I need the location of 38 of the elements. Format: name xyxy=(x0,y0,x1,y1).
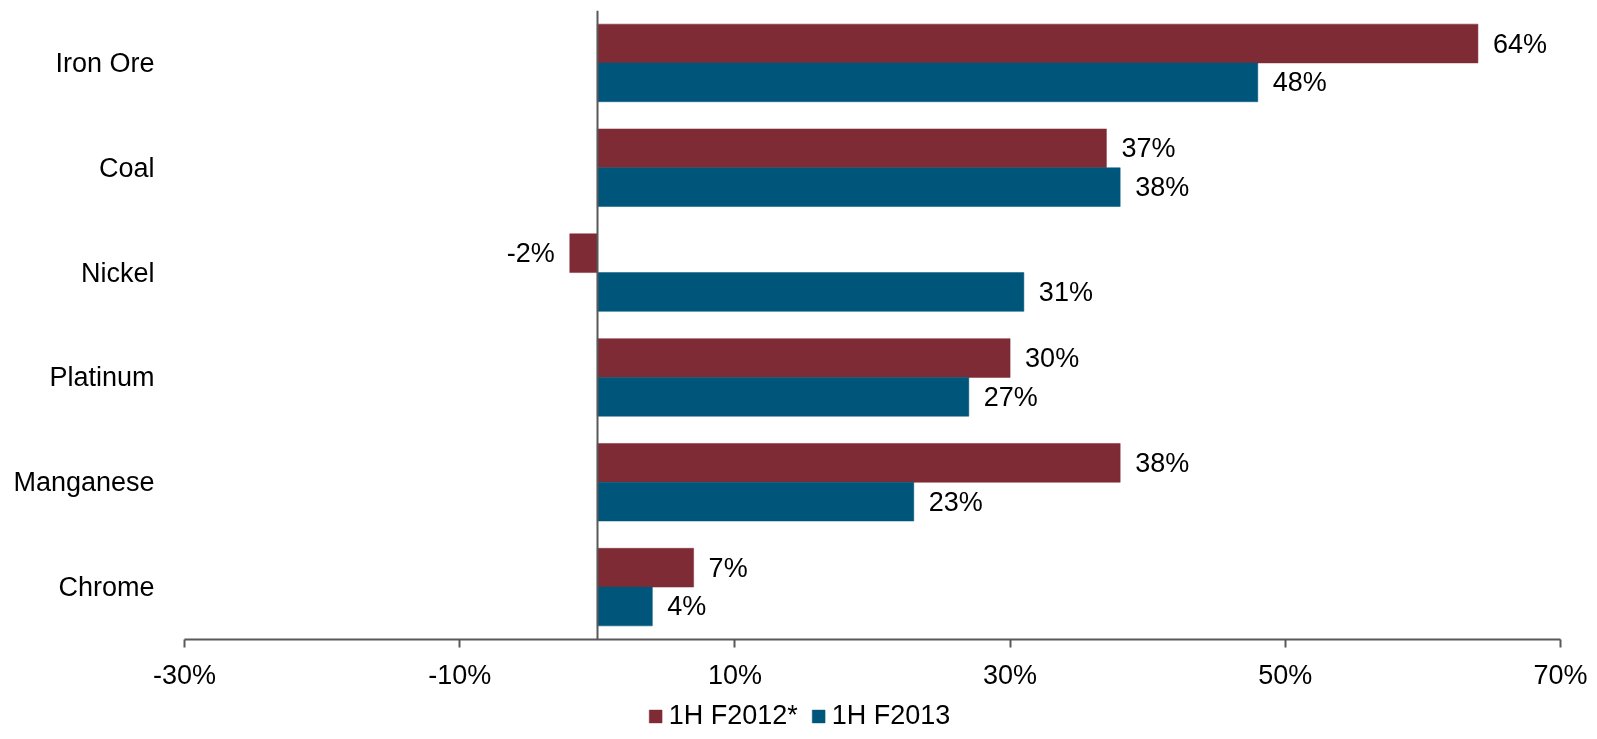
bar xyxy=(597,377,970,417)
y-tick-label: Platinum xyxy=(49,362,155,393)
y-tick-label: Nickel xyxy=(80,257,155,288)
bar xyxy=(597,338,1011,378)
bar xyxy=(597,128,1107,168)
y-tick-label: Iron Ore xyxy=(55,47,155,78)
data-label: 37% xyxy=(1121,133,1176,164)
bar xyxy=(597,62,1259,102)
y-tick-label: Coal xyxy=(98,152,155,183)
bar xyxy=(597,272,1025,312)
data-label: -2% xyxy=(506,238,555,269)
legend-label: 1H F2012* xyxy=(668,700,798,731)
data-label: 64% xyxy=(1492,28,1547,59)
x-tick-label: -10% xyxy=(428,659,492,690)
data-label: 48% xyxy=(1272,67,1327,98)
x-tick-label: 30% xyxy=(983,659,1038,690)
data-label: 7% xyxy=(708,552,748,583)
data-label: 27% xyxy=(983,381,1038,412)
legend-label: 1H F2013 xyxy=(831,700,951,731)
data-label: 38% xyxy=(1135,447,1190,478)
y-tick-label: Manganese xyxy=(13,467,155,498)
bar xyxy=(569,233,598,273)
data-label: 30% xyxy=(1025,343,1080,374)
bar xyxy=(597,482,915,522)
data-label: 23% xyxy=(928,486,983,517)
x-tick-label: -30% xyxy=(152,659,217,690)
x-tick-label: 70% xyxy=(1533,659,1588,690)
bar xyxy=(597,23,1479,64)
data-label: 4% xyxy=(667,591,707,622)
data-label: 31% xyxy=(1038,276,1093,307)
x-tick-label: 50% xyxy=(1258,659,1313,690)
bar xyxy=(597,586,653,627)
bar xyxy=(597,548,694,588)
bar xyxy=(597,167,1121,207)
y-tick-label: Chrome xyxy=(58,572,155,603)
x-tick-label: 10% xyxy=(707,659,762,690)
bar xyxy=(597,443,1121,483)
data-label: 38% xyxy=(1135,172,1190,203)
